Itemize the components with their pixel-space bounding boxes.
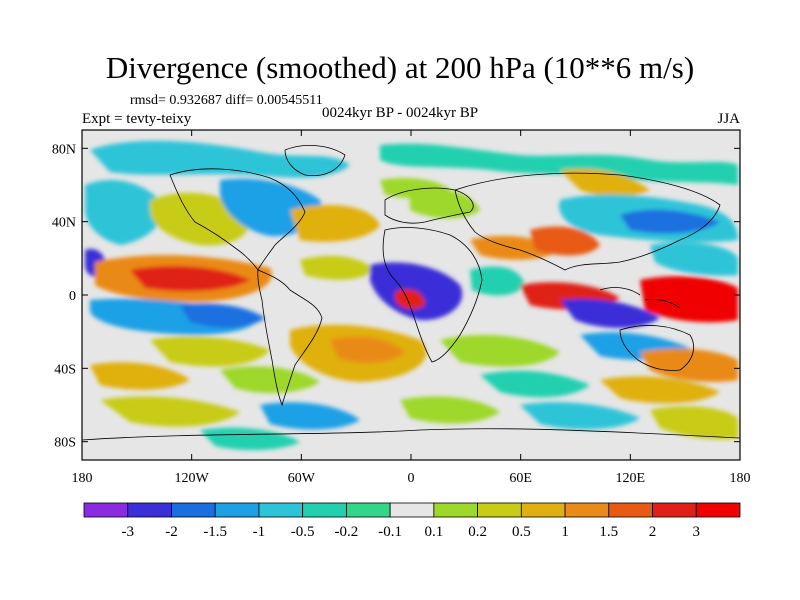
colorbar-swatch — [433, 502, 479, 518]
anomaly-sindian-2 — [480, 370, 590, 398]
anomaly-caribbean — [300, 255, 375, 280]
coastlines — [82, 145, 740, 441]
colorbar-label: -0.5 — [291, 524, 315, 540]
anomaly-south-hi-4 — [520, 402, 640, 430]
anomaly-npac-east — [620, 209, 720, 234]
colorbar-swatch — [214, 502, 260, 518]
anomaly-south-hi-1 — [100, 396, 240, 427]
anomaly-south-hi-5 — [650, 406, 738, 440]
anomaly-epac-core — [130, 265, 250, 292]
anomaly-epac-south-core — [180, 303, 265, 328]
right-subtitle: JJA — [717, 111, 740, 127]
colorbar-label: 1 — [561, 524, 569, 540]
anomaly-sindian-1 — [440, 334, 560, 367]
lat-tick-label: 80S — [54, 436, 76, 451]
anomaly-npac-1 — [85, 180, 163, 245]
antarctica-outline — [82, 428, 740, 441]
anomaly-antarctic-1 — [200, 427, 300, 451]
colorbar-label: 2 — [649, 524, 657, 540]
anomaly-spac-1 — [150, 336, 270, 367]
divergence-field — [82, 130, 740, 460]
lon-tick-label: 180 — [72, 471, 93, 486]
anomaly-spac-3 — [220, 366, 320, 394]
colorbar-swatch — [127, 502, 172, 518]
lon-tick-label: 120W — [175, 471, 210, 486]
lat-tick-label: 80N — [52, 142, 76, 157]
latitude-ticks: 80N 40N 0 40S 80S — [52, 142, 740, 451]
colorbar-swatch — [258, 502, 304, 518]
longitude-ticks: 180 120W 60W 0 60E 120E 180 — [72, 130, 751, 486]
australia-outline — [619, 325, 694, 371]
colorbar-label: -0.1 — [378, 524, 402, 540]
colorbar-swatch — [695, 502, 741, 518]
africa-outline — [382, 227, 483, 363]
anomaly-n-hi-2 — [380, 143, 738, 185]
colorbar-label: -1.5 — [203, 524, 227, 540]
lon-tick-label: 60W — [288, 471, 316, 486]
lat-tick-label: 40S — [54, 362, 76, 377]
colorbar-label: 0.1 — [424, 524, 443, 540]
anomaly-satl-core — [330, 336, 405, 364]
colorbar: -3 -2 -1.5 -1 -0.5 -0.2 -0.1 0.1 0.2 0.5 1 1.5 2 3 — [83, 502, 741, 540]
colorbar-swatch — [389, 502, 435, 518]
colorbar-label: -3 — [121, 524, 134, 540]
anomaly-n-hi-1 — [90, 140, 350, 178]
stats-line: rmsd= 0.932687 diff= 0.00545511 — [130, 93, 323, 108]
lon-tick-label: 120E — [616, 471, 646, 486]
anomaly-south-hi-3 — [400, 396, 500, 424]
colorbar-swatch — [652, 502, 697, 518]
anomaly-indonesia — [560, 298, 660, 328]
anomaly-gulf-guinea — [395, 289, 425, 310]
lat-tick-label: 0 — [69, 289, 76, 304]
greenland-outline — [284, 145, 346, 177]
anomaly-india — [530, 226, 600, 256]
colorbar-swatch — [564, 502, 610, 518]
colorbar-label: 1.5 — [599, 524, 618, 540]
anomaly-natlantic — [290, 205, 380, 242]
anomaly-spac-2 — [90, 362, 190, 390]
colorbar-label: -0.2 — [335, 524, 359, 540]
colorbar-swatch — [520, 502, 566, 518]
europe-outline — [384, 187, 474, 224]
anomaly-wpac-north — [650, 242, 738, 276]
colorbar-swatch — [477, 502, 522, 518]
anomaly-spac-west — [640, 348, 738, 382]
plot-title: Divergence (smoothed) at 200 hPa (10**6 … — [105, 50, 695, 85]
colorbar-swatch — [83, 502, 129, 518]
colorbar-swatch — [302, 502, 347, 518]
anomaly-africa-east — [470, 266, 525, 296]
asia-outline — [454, 172, 721, 271]
anomaly-asia-north — [560, 168, 650, 197]
anomaly-arctic-atl — [380, 178, 450, 199]
south-america-outline — [257, 269, 323, 407]
lat-tick-label: 40N — [52, 216, 76, 231]
colorbar-swatch — [608, 502, 653, 518]
anomaly-sindian-3 — [600, 376, 720, 404]
north-america-outline — [169, 168, 306, 271]
colorbar-label: -1 — [253, 524, 266, 540]
anomaly-south-hi-2 — [260, 402, 360, 430]
colorbar-swatch — [345, 502, 391, 518]
lon-tick-label: 0 — [408, 471, 415, 486]
center-subtitle: 0024kyr BP - 0024kyr BP — [321, 105, 479, 121]
lon-tick-label: 180 — [730, 471, 751, 486]
colorbar-swatch — [171, 502, 216, 518]
lon-tick-label: 60E — [509, 471, 532, 486]
colorbar-label: 0.5 — [512, 524, 531, 540]
left-subtitle: Expt = tevty-teixy — [82, 111, 192, 127]
anomaly-wpac-core — [640, 276, 738, 323]
colorbar-label: -2 — [165, 524, 178, 540]
colorbar-label: 0.2 — [468, 524, 487, 540]
maritime-continent-outline — [599, 287, 681, 309]
colorbar-label: 3 — [693, 524, 701, 540]
